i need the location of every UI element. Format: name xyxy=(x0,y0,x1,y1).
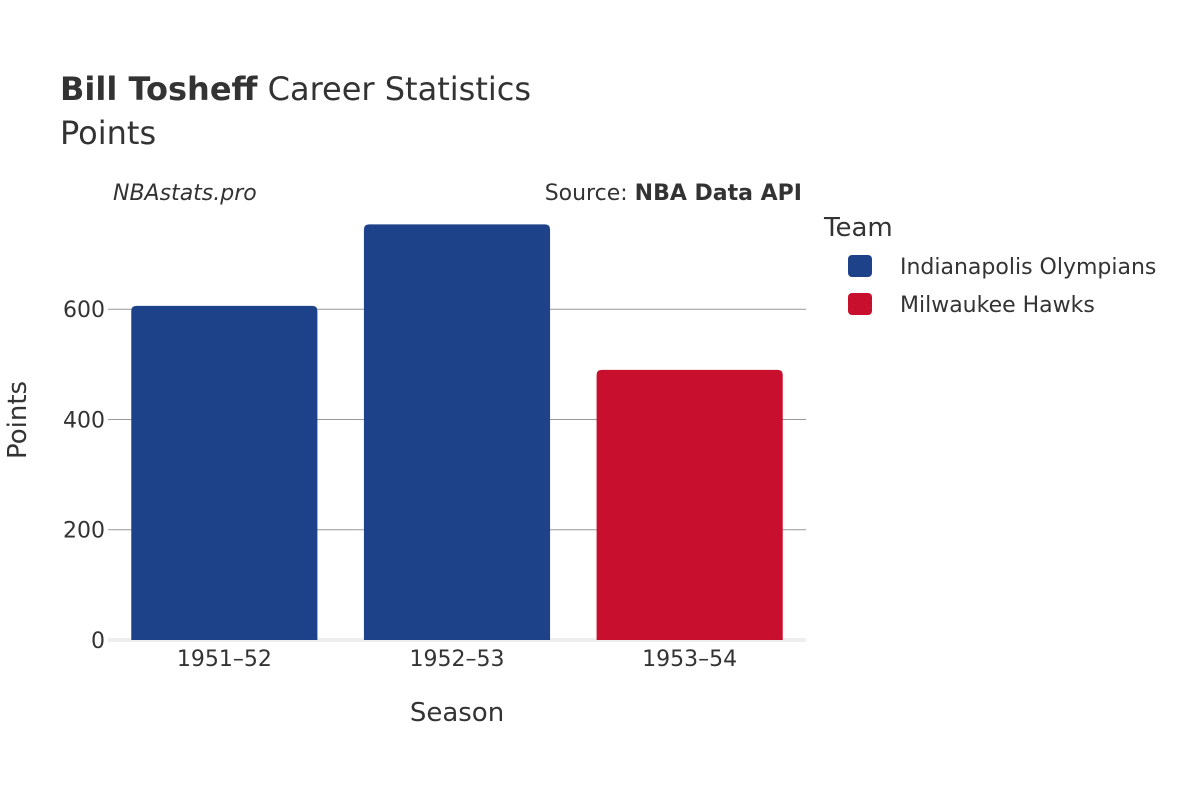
x-tick-labels: 1951–52 1952–53 1953–54 xyxy=(177,647,737,672)
legend-swatch xyxy=(848,293,872,315)
bar-1953–54[interactable] xyxy=(596,369,783,640)
legend-item-label[interactable]: Milwaukee Hawks xyxy=(900,293,1095,318)
legend: Indianapolis Olympians Milwaukee Hawks xyxy=(848,255,1156,318)
y-axis-title: Points xyxy=(3,381,33,459)
title-rest: Career Statistics xyxy=(257,70,531,108)
bar-1951–52[interactable] xyxy=(131,305,318,640)
watermark: NBAstats.pro xyxy=(113,181,257,206)
legend-item-label[interactable]: Indianapolis Olympians xyxy=(900,255,1156,280)
chart-subtitle: Points xyxy=(60,114,156,152)
y-tick-label: 600 xyxy=(63,298,105,323)
chart-title: Bill Tosheff Career Statistics xyxy=(60,70,531,108)
source-name: NBA Data API xyxy=(635,181,802,206)
y-tick-label: 200 xyxy=(63,519,105,544)
source-prefix: Source: xyxy=(545,181,635,206)
y-tick-label: 0 xyxy=(91,629,105,654)
legend-swatch xyxy=(848,255,872,277)
x-axis-title: Season xyxy=(410,698,504,728)
x-tick-label: 1951–52 xyxy=(177,647,272,672)
legend-title: Team xyxy=(823,213,893,243)
x-tick-label: 1953–54 xyxy=(642,647,737,672)
bar-1952–53[interactable] xyxy=(363,224,551,641)
x-tick-label: 1952–53 xyxy=(410,647,505,672)
bars xyxy=(131,224,783,641)
source-credit: Source: NBA Data API xyxy=(545,181,802,206)
y-tick-labels: 0 200 400 600 xyxy=(63,298,105,654)
y-tick-label: 400 xyxy=(63,408,105,433)
title-player: Bill Tosheff xyxy=(60,70,259,108)
